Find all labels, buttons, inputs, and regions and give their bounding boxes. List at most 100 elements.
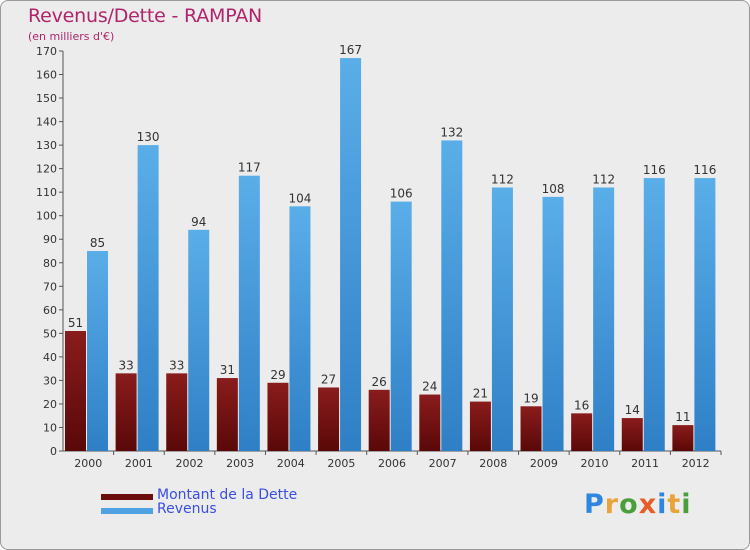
y-tick-label: 140 (36, 116, 57, 129)
y-tick-label: 100 (36, 210, 57, 223)
data-label-debt: 14 (625, 403, 640, 417)
bar-debt (571, 413, 593, 451)
bar-revenue (289, 206, 311, 451)
data-labels: 51 85 33 130 33 94 31 117 29 104 27 167 26 106 24 132 21… (68, 43, 716, 424)
bar-revenue (188, 229, 210, 451)
y-tick-label: 170 (36, 45, 57, 58)
bar-revenue (238, 175, 260, 452)
x-tick-label: 2000 (74, 457, 102, 470)
x-tick-label: 2007 (429, 457, 457, 470)
legend-swatch-debt (101, 494, 153, 500)
bar-debt (267, 382, 289, 451)
bar-revenue (491, 187, 513, 451)
logo-letter: x (638, 489, 658, 520)
data-label-debt: 24 (422, 380, 437, 394)
x-tick-label: 2005 (327, 457, 355, 470)
x-tick-label: 2009 (530, 457, 558, 470)
legend-swatch-revenue (101, 508, 153, 514)
y-tick-label: 30 (43, 374, 57, 387)
data-label-revenue: 130 (137, 130, 160, 144)
data-label-revenue: 104 (289, 191, 312, 205)
y-tick-label: 70 (43, 280, 57, 293)
y-tick-label: 120 (36, 163, 57, 176)
y-tick-label: 150 (36, 92, 57, 105)
bar-debt (216, 378, 238, 451)
data-label-revenue: 116 (643, 163, 666, 177)
data-label-debt: 33 (169, 358, 184, 372)
bar-revenue (542, 196, 564, 451)
x-tick-label: 2006 (378, 457, 406, 470)
logo-letter: r (604, 489, 620, 520)
data-label-revenue: 112 (491, 172, 514, 186)
y-tick-label: 60 (43, 304, 57, 317)
bar-revenue (643, 178, 665, 451)
bar-debt (520, 406, 542, 451)
x-tick-label: 2002 (176, 457, 204, 470)
y-tick-label: 80 (43, 257, 57, 270)
y-axis: 0 10 20 30 40 50 60 70 80 90 100 110 120 130 140 150 160… (36, 45, 64, 458)
bar-debt (621, 418, 643, 451)
y-tick-label: 50 (43, 327, 57, 340)
data-label-revenue: 116 (693, 163, 716, 177)
data-label-debt: 16 (574, 398, 589, 412)
x-tick-label: 2010 (580, 457, 608, 470)
data-label-debt: 33 (118, 358, 133, 372)
data-label-debt: 26 (372, 375, 387, 389)
bar-debt (419, 394, 441, 451)
logo-letter: i (681, 489, 692, 520)
logo-letter: t (667, 489, 682, 520)
data-label-revenue: 94 (191, 215, 206, 229)
legend-label-debt: Montant de la Dette (157, 487, 298, 503)
bar-debt (368, 389, 390, 451)
y-tick-label: 10 (43, 421, 57, 434)
data-label-revenue: 106 (390, 187, 413, 201)
bar-debt (672, 425, 694, 451)
x-axis: 2000 2001 2002 2003 2004 2005 2006 2007 2008 2009… (63, 450, 722, 470)
bar-debt (318, 387, 340, 451)
bar-debt (166, 373, 188, 451)
bar-revenue (137, 145, 159, 451)
bar-revenue (87, 251, 108, 451)
y-tick-label: 40 (43, 351, 57, 364)
chart-title: Revenus/Dette - RAMPAN (28, 5, 263, 27)
data-label-debt: 51 (68, 316, 83, 330)
data-label-revenue: 167 (339, 43, 362, 57)
y-tick-label: 160 (36, 69, 57, 82)
logo-letter: o (619, 489, 639, 520)
bar-debt (115, 373, 137, 451)
y-tick-label: 0 (50, 445, 57, 458)
bar-revenue (390, 201, 412, 451)
bar-revenue (694, 178, 716, 451)
data-label-debt: 31 (220, 363, 235, 377)
chart-subtitle: (en milliers d'€) (28, 30, 115, 43)
x-tick-label: 2001 (125, 457, 153, 470)
x-tick-label: 2004 (277, 457, 305, 470)
bars (65, 58, 716, 452)
bar-debt (469, 401, 491, 451)
data-label-debt: 29 (270, 368, 285, 382)
data-label-debt: 11 (675, 410, 690, 424)
legend-label-revenue: Revenus (157, 501, 217, 517)
y-tick-label: 130 (36, 139, 57, 152)
bar-revenue (593, 187, 615, 451)
data-label-debt: 27 (321, 372, 336, 386)
y-tick-label: 20 (43, 398, 57, 411)
data-label-revenue: 108 (542, 182, 565, 196)
x-tick-label: 2011 (631, 457, 659, 470)
data-label-revenue: 85 (90, 236, 105, 250)
x-tick-label: 2003 (226, 457, 254, 470)
y-tick-label: 90 (43, 233, 57, 246)
data-label-revenue: 117 (238, 161, 261, 175)
proxiti-logo: Proxiti (584, 489, 692, 520)
bar-revenue (340, 58, 362, 451)
bar-revenue (441, 140, 463, 452)
data-label-debt: 21 (473, 387, 488, 401)
y-tick-label: 110 (36, 186, 57, 199)
data-label-revenue: 132 (440, 125, 463, 139)
x-tick-label: 2012 (682, 457, 710, 470)
logo-letter: P (584, 489, 605, 520)
logo-letter: i (657, 489, 668, 520)
data-label-revenue: 112 (592, 172, 615, 186)
